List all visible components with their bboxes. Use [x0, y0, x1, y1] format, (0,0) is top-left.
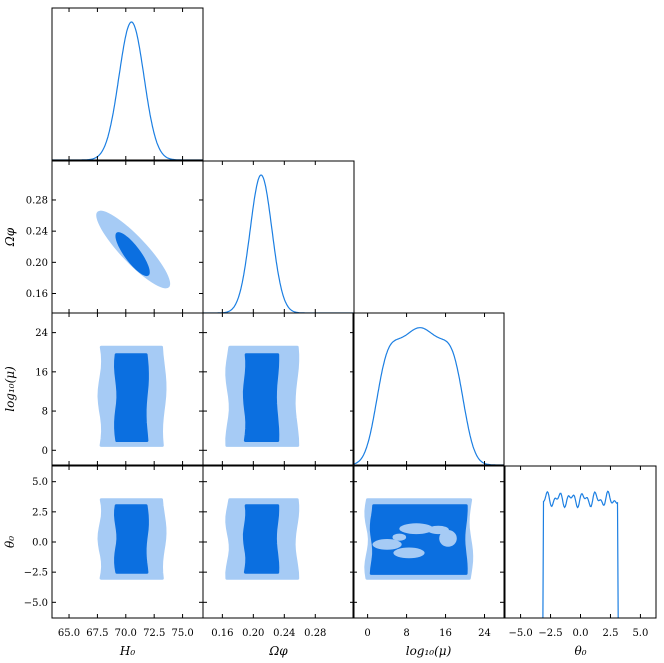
- y-axis-label-Om: Ωφ: [3, 227, 17, 247]
- x-tick-label-Om: 0.24: [273, 628, 295, 639]
- y-tick-label-Om: 0.24: [26, 227, 48, 238]
- panel-frame-2-1: [202, 312, 355, 466]
- joint-H0-th: [97, 498, 167, 580]
- panel-frame-1-1: [202, 160, 355, 314]
- x-tick-label-th: 2.5: [603, 628, 619, 639]
- joint-Om-mu: [225, 345, 300, 447]
- x-tick-label-mu: 0: [364, 628, 370, 639]
- x-tick-label-H0: 72.5: [143, 628, 165, 639]
- contour-68: [115, 232, 150, 277]
- joint-H0-mu: [97, 345, 167, 447]
- x-axis-label-th: θ₀: [574, 644, 586, 658]
- marginal-H0-curve: [52, 21, 203, 160]
- contour-hole: [392, 533, 407, 541]
- x-tick-label-th: −2.5: [538, 628, 562, 639]
- panel-frame-0-0: [51, 7, 204, 161]
- contour-68: [369, 504, 468, 575]
- y-tick-label-Om: 0.20: [26, 258, 48, 269]
- y-tick-label-th: −5.0: [24, 598, 48, 609]
- joint-mu-th: [364, 498, 474, 580]
- contour-hole: [439, 530, 457, 547]
- marginal-th-curve: [542, 490, 619, 618]
- x-tick-label-th: −5.0: [508, 628, 532, 639]
- panel-frame-2-2: [352, 312, 505, 466]
- joint-Om-th: [225, 498, 300, 580]
- y-tick-label-mu: 16: [35, 367, 48, 378]
- x-tick-label-mu: 8: [403, 628, 409, 639]
- y-tick-label-th: 0.0: [32, 538, 48, 549]
- x-axis-label-mu: log₁₀(μ): [406, 644, 452, 658]
- y-tick-label-Om: 0.16: [26, 289, 48, 300]
- y-tick-label-mu: 8: [42, 407, 48, 418]
- x-tick-label-Om: 0.28: [304, 628, 326, 639]
- contour-hole: [372, 539, 402, 550]
- x-tick-label-H0: 70.0: [115, 628, 137, 639]
- contour-68: [242, 504, 280, 574]
- joint-H0-Om: [96, 210, 171, 289]
- marginal-mu-curve: [353, 327, 504, 465]
- contour-68: [114, 504, 149, 574]
- x-tick-label-Om: 0.16: [211, 628, 233, 639]
- contour-68: [242, 353, 280, 442]
- panel-frame-3-3: [504, 465, 657, 619]
- x-tick-label-mu: 24: [478, 628, 491, 639]
- x-tick-label-H0: 65.0: [58, 628, 80, 639]
- contour-hole: [393, 547, 425, 559]
- contour-68: [114, 353, 149, 442]
- y-tick-label-mu: 24: [35, 328, 48, 339]
- x-tick-label-th: 5.0: [632, 628, 648, 639]
- x-tick-label-Om: 0.20: [242, 628, 264, 639]
- y-tick-label-mu: 0: [42, 446, 48, 457]
- y-tick-label-Om: 0.28: [26, 196, 48, 207]
- y-tick-label-th: −2.5: [24, 568, 48, 579]
- contour-hole: [399, 523, 434, 535]
- y-axis-label-th: θ₀: [3, 536, 17, 548]
- x-tick-label-mu: 16: [439, 628, 452, 639]
- x-axis-label-H0: H₀: [119, 644, 135, 658]
- x-axis-label-Om: Ωφ: [268, 644, 288, 658]
- x-tick-label-th: 0.0: [573, 628, 589, 639]
- y-tick-label-th: 5.0: [32, 477, 48, 488]
- y-axis-label-mu: log₁₀(μ): [3, 366, 17, 412]
- marginal-Om-curve: [203, 174, 354, 313]
- x-tick-label-H0: 67.5: [86, 628, 108, 639]
- y-tick-label-th: 2.5: [32, 507, 48, 518]
- x-tick-label-H0: 75.0: [171, 628, 193, 639]
